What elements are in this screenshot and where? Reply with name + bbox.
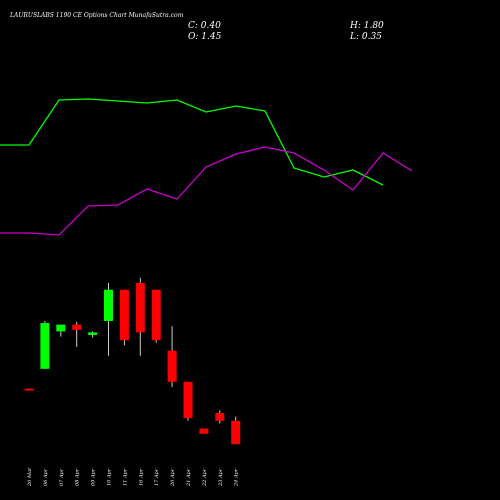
open-value: O: 1.45 [188, 32, 222, 42]
date-labels: 20 Mar 06 Apr 07 Apr 08 Apr 09 Apr 10 Apr 11 A… [27, 467, 240, 487]
candle [40, 320, 50, 369]
overlay-line-1 [0, 98, 384, 186]
high-value: H: 1.80 [349, 21, 384, 31]
date-label: 20 Mar [27, 467, 33, 487]
candle [104, 283, 113, 356]
date-label: 10 Apr [107, 468, 113, 486]
date-label: 06 Apr [43, 468, 49, 486]
chart-title: LAURUSLABS 1190 CE Options Chart MunafaS… [9, 12, 184, 19]
date-label: 21 Apr [186, 468, 192, 487]
overlay-lines [0, 98, 413, 236]
candle [183, 381, 193, 421]
candle [56, 324, 66, 337]
date-label: 24 Apr [234, 468, 240, 487]
close-value: C: 0.40 [188, 21, 221, 31]
candle [119, 289, 129, 346]
candle-body [231, 420, 241, 445]
candle [167, 326, 177, 387]
date-label: 09 Apr [91, 468, 97, 486]
candle-body [135, 283, 145, 333]
candle-body [119, 289, 129, 341]
date-label: 20 Apr [170, 468, 176, 487]
candle-body [151, 289, 161, 341]
candle [24, 388, 34, 391]
candle-body [104, 289, 113, 321]
overlay-line-2 [0, 146, 413, 236]
candle-body [56, 324, 66, 332]
date-label: 22 Apr [202, 468, 208, 487]
candle [215, 410, 225, 424]
candle-body [167, 350, 177, 382]
date-label: 07 Apr [59, 468, 65, 486]
date-label: 17 Apr [154, 468, 160, 486]
candles [24, 277, 241, 445]
date-label: 23 Apr [218, 468, 224, 487]
candle-body [24, 388, 34, 391]
candle-body [88, 332, 98, 335]
candle-body [40, 323, 50, 369]
candle-body [72, 324, 82, 330]
low-value: L: 0.35 [349, 32, 382, 42]
candle [72, 322, 82, 347]
candle [151, 289, 161, 343]
date-label: 08 Apr [75, 468, 81, 486]
candle-body [183, 381, 193, 419]
candle [199, 428, 209, 434]
candle-body [199, 428, 209, 434]
candle [231, 416, 241, 445]
candle [135, 277, 145, 356]
date-label: 11 Apr [122, 468, 128, 486]
candle-body [215, 413, 225, 421]
date-label: 16 Apr [138, 468, 144, 486]
candle [88, 331, 98, 338]
